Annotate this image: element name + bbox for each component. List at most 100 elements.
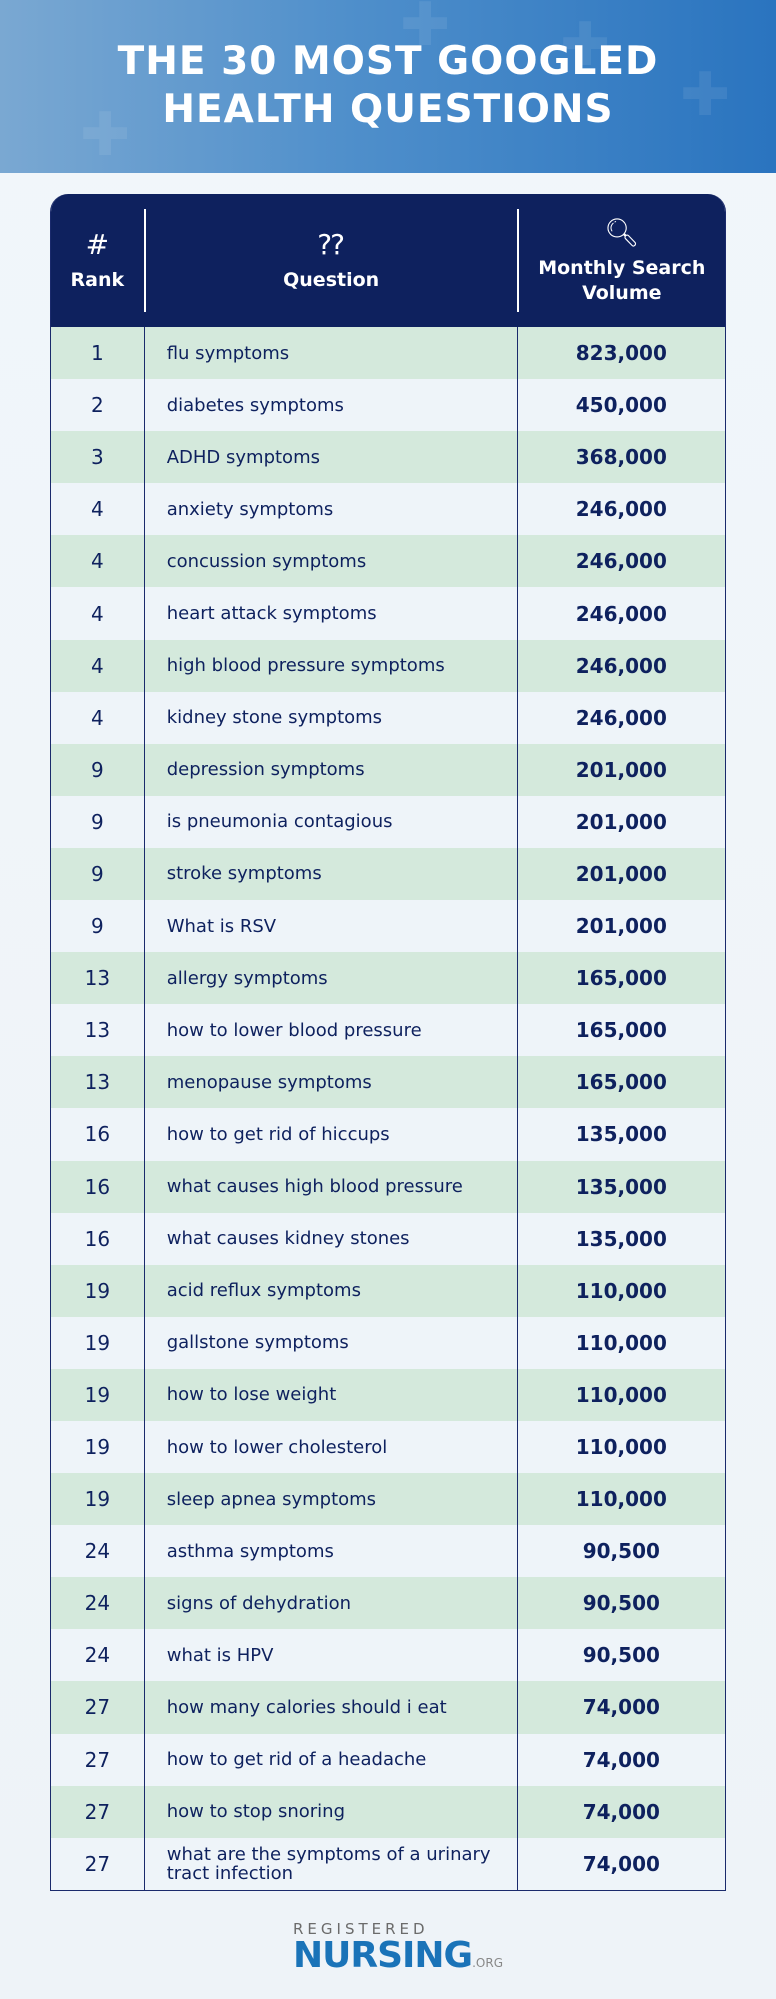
question-cell: diabetes symptoms	[143, 379, 517, 432]
registered-nursing-logo: REGISTERED NURSING.ORG	[293, 1920, 503, 1976]
rank-cell: 9	[90, 809, 104, 834]
volume-cell: 165,000	[516, 952, 725, 1005]
question-cell: how to lower cholesterol	[143, 1420, 517, 1474]
volume-cell: 165,000	[516, 1004, 725, 1057]
table-row: 9 depression symptoms 201,000	[51, 743, 725, 796]
table-row: 19 how to lose weight 110,000	[51, 1368, 725, 1421]
question-cell: gallstone symptoms	[143, 1316, 517, 1369]
rank-cell: 24	[84, 1539, 111, 1564]
table-row: 4 kidney stone symptoms 246,000	[51, 691, 725, 744]
table-row: 24 what is HPV 90,500	[51, 1629, 725, 1682]
rank-cell: 16	[84, 1174, 111, 1199]
rank-cell: 4	[90, 653, 104, 678]
rank-cell: 27	[84, 1799, 111, 1824]
question-header: ⁇ Question	[143, 209, 517, 312]
question-cell: acid reflux symptoms	[143, 1264, 517, 1317]
title-banner: ✚ ✚ ✚ ✚ THE 30 MOST GOOGLED HEALTH QUEST…	[0, 0, 776, 173]
volume-cell: 201,000	[516, 743, 725, 796]
volume-cell: 368,000	[516, 431, 725, 484]
table-row: 27 how many calories should i eat 74,000	[51, 1681, 725, 1734]
question-cell: sleep apnea symptoms	[143, 1473, 517, 1526]
question-cell: how many calories should i eat	[143, 1681, 517, 1734]
page-title: THE 30 MOST GOOGLED HEALTH QUESTIONS	[117, 39, 659, 132]
question-cell: how to get rid of a headache	[143, 1733, 517, 1786]
table-row: 4 heart attack symptoms 246,000	[51, 587, 725, 640]
volume-header: 🔍︎ Monthly Search Volume	[516, 209, 725, 312]
rank-cell: 13	[84, 1070, 111, 1095]
rank-cell: 19	[84, 1278, 111, 1303]
question-cell: how to lower blood pressure	[143, 1004, 517, 1057]
table-body: 1 flu symptoms 823,000 2 diabetes symptoms 45…	[51, 327, 725, 1890]
table-row: 16 how to get rid of hiccups 135,000	[51, 1108, 725, 1161]
volume-cell: 110,000	[516, 1473, 725, 1526]
question-cell: depression symptoms	[143, 743, 517, 796]
rank-cell: 9	[90, 757, 104, 782]
table-row: 19 gallstone symptoms 110,000	[51, 1316, 725, 1369]
question-cloud-icon: ⁇	[318, 228, 345, 261]
rank-cell: 4	[90, 497, 104, 522]
table-row: 4 concussion symptoms 246,000	[51, 535, 725, 588]
volume-cell: 246,000	[516, 483, 725, 536]
question-cell: kidney stone symptoms	[143, 691, 517, 744]
rank-cell: 19	[84, 1487, 111, 1512]
rank-cell: 27	[84, 1747, 111, 1772]
rank-cell: 16	[84, 1226, 111, 1251]
rank-cell: 1	[90, 341, 104, 366]
rank-cell: 3	[90, 445, 104, 470]
volume-cell: 74,000	[516, 1681, 725, 1734]
table-row: 19 sleep apnea symptoms 110,000	[51, 1473, 725, 1526]
table-row: 16 what causes kidney stones 135,000	[51, 1212, 725, 1265]
rank-cell: 19	[84, 1382, 111, 1407]
rank-cell: 2	[90, 393, 104, 418]
rank-cell: 4	[90, 705, 104, 730]
table-row: 27 what are the symptoms of a urinary tra…	[51, 1837, 725, 1890]
question-cell: is pneumonia contagious	[143, 795, 517, 848]
volume-cell: 110,000	[516, 1316, 725, 1369]
question-cell: anxiety symptoms	[143, 483, 517, 536]
volume-cell: 246,000	[516, 587, 725, 640]
volume-cell: 110,000	[516, 1420, 725, 1474]
table-row: 13 allergy symptoms 165,000	[51, 952, 725, 1005]
rank-cell: 19	[84, 1330, 111, 1355]
volume-cell: 135,000	[516, 1160, 725, 1213]
volume-cell: 246,000	[516, 639, 725, 692]
rank-cell: 27	[84, 1695, 111, 1720]
volume-cell: 90,500	[516, 1577, 725, 1630]
question-cell: how to lose weight	[143, 1368, 517, 1421]
table-row: 4 anxiety symptoms 246,000	[51, 483, 725, 536]
table-row: 27 how to stop snoring 74,000	[51, 1785, 725, 1838]
rank-cell: 24	[84, 1591, 111, 1616]
question-cell: signs of dehydration	[143, 1577, 517, 1630]
volume-cell: 201,000	[516, 900, 725, 953]
volume-cell: 135,000	[516, 1108, 725, 1161]
volume-cell: 74,000	[516, 1733, 725, 1786]
rank-cell: 24	[84, 1643, 111, 1668]
table-row: 13 how to lower blood pressure 165,000	[51, 1004, 725, 1057]
question-cell: concussion symptoms	[143, 535, 517, 588]
rank-header: # Rank	[70, 228, 125, 291]
question-cell: what causes kidney stones	[143, 1212, 517, 1265]
table-row: 24 asthma symptoms 90,500	[51, 1525, 725, 1578]
rank-cell: 16	[84, 1122, 111, 1147]
questions-table: # Rank ⁇ Question 🔍︎ Monthly Search Volu…	[50, 194, 726, 1891]
hash-icon: #	[85, 228, 110, 261]
volume-cell: 823,000	[516, 327, 725, 380]
question-cell: what causes high blood pressure	[143, 1160, 517, 1213]
table-row: 9 What is RSV 201,000	[51, 900, 725, 953]
question-cell: stroke symptoms	[143, 847, 517, 901]
question-cell: What is RSV	[143, 900, 517, 953]
question-cell: how to stop snoring	[143, 1785, 517, 1838]
table-row: 19 acid reflux symptoms 110,000	[51, 1264, 725, 1317]
table-row: 13 menopause symptoms 165,000	[51, 1056, 725, 1109]
table-row: 16 what causes high blood pressure 135,000	[51, 1160, 725, 1213]
volume-cell: 450,000	[516, 379, 725, 432]
table-row: 3 ADHD symptoms 368,000	[51, 431, 725, 484]
volume-cell: 74,000	[516, 1785, 725, 1838]
magnifier-icon: 🔍︎	[604, 215, 640, 249]
question-cell: how to get rid of hiccups	[143, 1108, 517, 1161]
table-row: 4 high blood pressure symptoms 246,000	[51, 639, 725, 692]
rank-cell: 4	[90, 601, 104, 626]
volume-cell: 201,000	[516, 795, 725, 848]
question-cell: what is HPV	[143, 1629, 517, 1682]
table-row: 19 how to lower cholesterol 110,000	[51, 1420, 725, 1474]
